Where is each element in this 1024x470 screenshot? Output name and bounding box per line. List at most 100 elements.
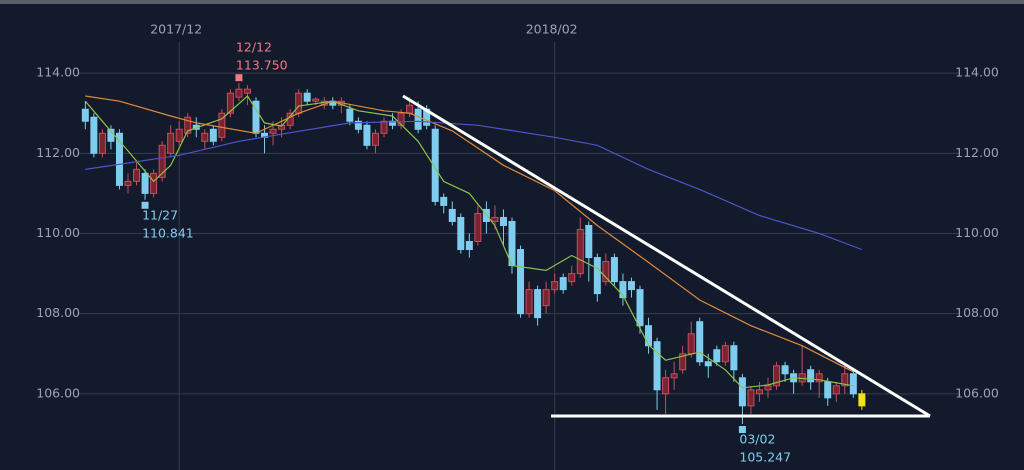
x-tick-label: 2018/02 [526,22,578,37]
candle-body [747,389,755,407]
candle-body [849,373,857,395]
candle-body [619,281,627,299]
y2-tick-label: 112.00 [955,145,999,160]
y-tick-label: 106.00 [36,385,80,400]
candle-body [491,216,499,222]
candle-body [815,373,823,383]
candle-body [440,196,448,206]
candle-body [269,128,277,134]
candle-body [508,220,516,267]
candle-body [593,257,601,295]
candle-body [568,273,576,283]
y2-tick-label: 106.00 [955,385,999,400]
candle-body [704,361,712,367]
top-strip [0,0,1024,4]
y-tick-label: 114.00 [36,65,80,80]
candle-body [679,353,687,371]
candle-body [184,116,192,134]
candle-body [175,128,183,142]
candle-body [781,365,789,375]
candle-body [397,112,405,126]
candle-body [585,224,593,259]
candle-body [363,124,371,146]
candle-body [773,365,781,387]
candle-body [406,104,414,114]
candle-body [559,277,567,291]
candle-body [738,377,746,407]
candle-body [235,88,243,98]
candle-body [431,128,439,202]
candle-body [457,216,465,251]
candle-body [465,241,473,251]
candle-body [713,349,721,363]
candle-body [346,108,354,122]
candle-body [98,132,106,154]
y-tick-label: 110.00 [36,225,80,240]
candle-body [141,172,149,194]
candle-body [354,120,362,130]
candle-body [474,212,482,243]
candle-body [627,281,635,291]
candle-body [517,249,525,315]
y-tick-label: 108.00 [36,305,80,320]
candle-body [414,108,422,130]
candle-body [150,172,158,194]
y2-tick-label: 114.00 [955,65,999,80]
candle-body [295,92,303,114]
candle-body [602,261,610,283]
annotation-price: 110.841 [142,225,194,240]
x-tick-label: 2017/12 [150,22,202,37]
candle-body [525,289,533,315]
candle-body [610,257,618,283]
moving-average [85,120,863,251]
candle-body [124,180,132,186]
annotation-date: 12/12 [236,40,272,55]
annotation-price: 113.750 [236,58,288,73]
candle-body [499,216,507,226]
candle-body [243,88,251,94]
marks [81,83,866,425]
candle-body [858,393,866,407]
annotation-date: 11/27 [142,207,178,222]
candle-body [534,289,542,319]
annotation-marker [738,426,746,434]
candle-body [551,281,559,291]
trend-line [402,94,931,418]
candle-body [653,341,661,391]
candle-body [133,168,141,182]
candle-body [312,98,320,102]
candle-body [81,108,89,122]
candle-body [371,132,379,146]
candle-body [687,333,695,355]
candle-body [721,345,729,363]
candle-body [670,373,678,379]
candle-body [303,92,311,102]
annotation-marker [235,74,243,82]
candle-body [662,377,670,395]
candle-body [90,116,98,154]
y2-tick-label: 108.00 [955,305,999,320]
candle-body [696,321,704,363]
annotation-marker [141,201,149,209]
candle-body [841,373,849,387]
annotation-price: 105.247 [739,450,791,465]
candle-body [380,120,388,134]
candle-body [167,132,175,154]
candle-body [764,385,772,391]
candle-body [755,389,763,395]
candle-body [448,208,456,222]
candle-body [389,120,397,126]
candle-body [636,289,644,327]
candle-body [645,325,653,347]
candle-body [209,128,217,142]
candle-body [542,289,550,307]
y-tick-label: 112.00 [36,145,80,160]
annotation-date: 03/02 [739,432,775,447]
candle-body [201,132,209,142]
candle-body [807,369,815,383]
candle-body [576,228,584,275]
candle-body [824,381,832,399]
moving-average [84,95,854,389]
